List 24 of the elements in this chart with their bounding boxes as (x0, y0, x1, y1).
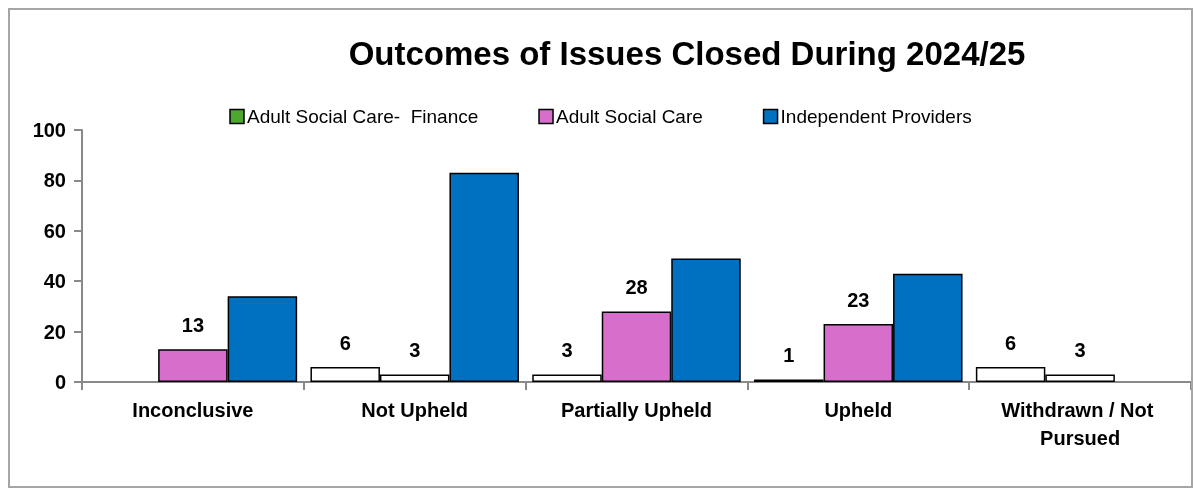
y-tick-label: 40 (43, 270, 66, 293)
x-tick-label: Upheld (824, 399, 893, 421)
data-label: 13 (181, 314, 205, 337)
data-label: 3 (1074, 339, 1086, 362)
legend-label: Adult Social Care (556, 106, 703, 127)
data-label: 28 (625, 276, 648, 299)
x-tick-label: Inconclusive (132, 399, 254, 421)
y-tick-label: 100 (32, 119, 66, 141)
y-tick-label: 80 (43, 169, 66, 192)
data-label: 23 (847, 289, 870, 312)
y-tick-label: 20 (43, 320, 66, 343)
x-tick-label: Withdrawn / Not Pursued (1001, 399, 1159, 449)
legend-label: Independent Providers (780, 106, 972, 127)
data-label: 1 (783, 344, 795, 367)
y-tick-label: 0 (54, 371, 66, 393)
data-label: 6 (1005, 331, 1017, 354)
x-tick-label: Not Upheld (361, 399, 469, 421)
chart-title: Outcomes of Issues Closed During 2024/25 (348, 35, 1026, 72)
x-tick-label: Partially Upheld (560, 399, 713, 421)
data-label: 3 (409, 339, 421, 362)
legend-label: Adult Social Care- Finance (247, 106, 479, 127)
y-tick-label: 60 (43, 219, 66, 242)
data-label: 3 (561, 339, 573, 362)
data-label: 6 (339, 331, 351, 354)
